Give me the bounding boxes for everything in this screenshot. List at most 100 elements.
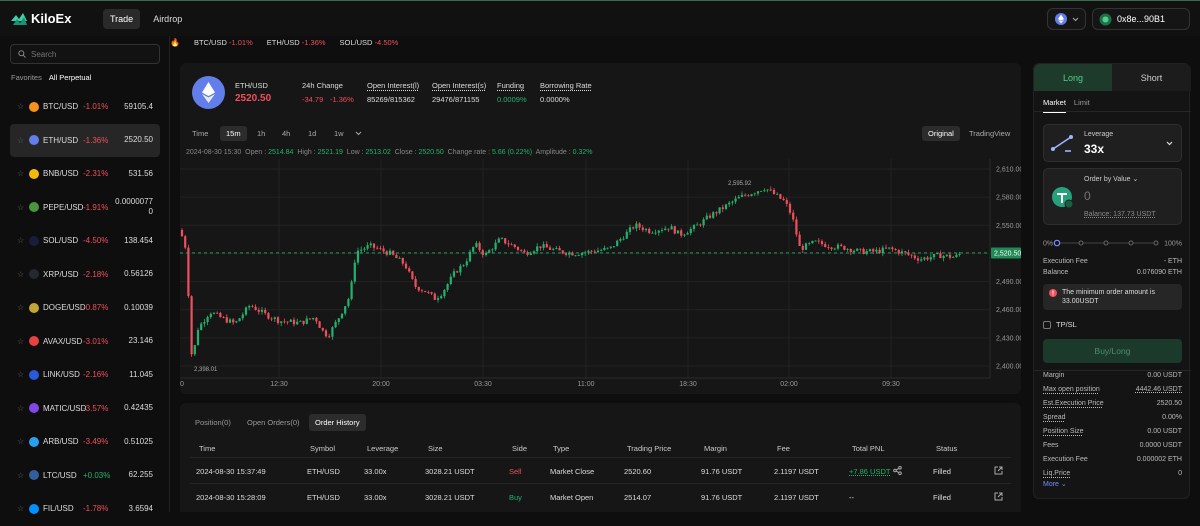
market-row[interactable]: ☆ ARB/USD -3.49% 0.51025	[10, 425, 160, 459]
star-icon[interactable]: ☆	[17, 336, 25, 346]
tab-limit[interactable]: Limit	[1073, 98, 1090, 107]
star-icon[interactable]: ☆	[17, 303, 25, 313]
candle	[926, 257, 929, 260]
wallet-button[interactable]: 0x8e...90B1	[1092, 8, 1190, 30]
star-icon[interactable]: ☆	[17, 370, 25, 380]
external-link-icon[interactable]	[994, 466, 1003, 477]
market-row[interactable]: ☆ BNB/USD -2.31% 531.56	[10, 157, 160, 191]
buy-long-button[interactable]: Buy/Long	[1043, 339, 1182, 363]
candle	[270, 318, 273, 320]
coin-icon	[29, 436, 39, 447]
candle	[584, 252, 587, 254]
tab-market[interactable]: Market	[1043, 98, 1066, 113]
candle	[856, 248, 859, 251]
last-price: 2520.50	[235, 93, 272, 104]
candle	[318, 321, 321, 328]
market-row[interactable]: ☆ XRP/USD -2.18% 0.56126	[10, 258, 160, 292]
market-pair: XRP/USD	[43, 269, 79, 279]
candle	[363, 248, 366, 250]
star-icon[interactable]: ☆	[17, 102, 25, 112]
candle	[712, 212, 715, 218]
share-icon[interactable]	[893, 466, 902, 477]
candle	[747, 195, 750, 197]
candle	[792, 212, 795, 220]
coin-icon	[29, 269, 39, 280]
candle	[254, 306, 257, 311]
candle	[436, 298, 440, 300]
market-row[interactable]: ☆ LTC/USD +0.03% 62.255	[10, 459, 160, 493]
tf-15m[interactable]: 15m	[220, 126, 247, 141]
star-icon[interactable]: ☆	[17, 202, 25, 212]
star-icon[interactable]: ☆	[17, 135, 25, 145]
candle	[347, 299, 350, 307]
market-row[interactable]: ☆ MATIC/USD -3.57% 0.42435	[10, 392, 160, 426]
chevron-down-icon[interactable]	[355, 131, 362, 136]
order-by-value-selector[interactable]: Order by Value ⌄	[1084, 176, 1139, 183]
market-row[interactable]: ☆ PEPE/USD -1.91% 0.0000077 0	[10, 191, 160, 225]
cell-pnl: +7.86 USDT	[849, 467, 891, 476]
candle	[488, 250, 491, 253]
leverage-selector[interactable]: Leverage 33x	[1043, 124, 1182, 162]
tf-1h[interactable]: 1h	[257, 129, 266, 138]
nav-tab-airdrop[interactable]: Airdrop	[153, 13, 183, 24]
search-input[interactable]	[31, 49, 151, 59]
balance-row: Balance 0.076090 ETH	[1043, 269, 1182, 276]
ticker-item[interactable]: SOL/USD -4.50%	[339, 38, 399, 47]
filter-all-perpetual[interactable]: All Perpetual	[48, 73, 92, 82]
candle	[692, 225, 696, 229]
market-row[interactable]: ☆ DOGE/USD -0.87% 0.10039	[10, 291, 160, 325]
slider-handle[interactable]	[1053, 239, 1061, 247]
candle	[606, 247, 609, 249]
candle	[420, 290, 424, 292]
view-original[interactable]: Original	[922, 126, 960, 141]
star-icon[interactable]: ☆	[17, 504, 25, 514]
market-change: -1.36%	[83, 135, 109, 145]
market-row[interactable]: ☆ AVAX/USD -3.01% 23.146	[10, 325, 160, 359]
candlestick-chart[interactable]: 2,610.002,580.002,550.002,520.002,490.00…	[180, 159, 1021, 394]
market-row[interactable]: ☆ SOL/USD -4.50% 138.454	[10, 224, 160, 258]
tpsl-checkbox[interactable]	[1043, 320, 1051, 329]
leverage-slider[interactable]: 0% 100%	[1043, 238, 1182, 248]
tab-long[interactable]: Long	[1034, 64, 1112, 91]
candle	[187, 247, 190, 297]
star-icon[interactable]: ☆	[17, 470, 25, 480]
candle	[516, 246, 520, 250]
view-tradingview[interactable]: TradingView	[969, 129, 1011, 138]
nav-tab-trade[interactable]: Trade	[103, 8, 141, 29]
ticker-item[interactable]: ETH/USD -1.36%	[266, 38, 326, 47]
star-icon[interactable]: ☆	[17, 269, 25, 279]
tab-positions[interactable]: Position(0)	[195, 418, 231, 427]
tab-open-orders[interactable]: Open Orders(0)	[247, 418, 300, 427]
brand-logo[interactable]: KiloEx	[11, 11, 103, 26]
candle	[542, 244, 545, 248]
tf-1d[interactable]: 1d	[308, 129, 317, 138]
market-row[interactable]: ☆ LINK/USD -2.16% 11.045	[10, 358, 160, 392]
tab-order-history[interactable]: Order History	[309, 414, 366, 431]
network-selector[interactable]	[1047, 8, 1086, 30]
cell-fee: 2.1197 USDT	[774, 493, 819, 502]
filter-favorites[interactable]: Favorites	[11, 73, 42, 82]
market-row[interactable]: ☆ ETH/USD -1.36% 2520.50	[10, 123, 160, 157]
more-link[interactable]: More ⌄	[1043, 481, 1067, 488]
star-icon[interactable]: ☆	[17, 437, 25, 447]
tab-short[interactable]: Short	[1112, 64, 1191, 91]
tf-4h[interactable]: 4h	[282, 129, 291, 138]
market-change: -1.78%	[83, 504, 109, 514]
star-icon[interactable]: ☆	[17, 169, 25, 179]
star-icon[interactable]: ☆	[17, 403, 25, 413]
tf-1w[interactable]: 1w	[334, 129, 344, 138]
star-icon[interactable]: ☆	[17, 236, 25, 246]
amount-input[interactable]	[1084, 189, 1174, 203]
oi-long-label: Open Interest(l)	[367, 81, 420, 90]
candle	[804, 243, 808, 250]
market-row[interactable]: ☆ FIL/USD -1.78% 3.6594	[10, 492, 160, 526]
market-change: -0.87%	[83, 303, 109, 313]
candle	[235, 321, 238, 323]
search-box[interactable]	[10, 44, 160, 64]
external-link-icon[interactable]	[994, 492, 1003, 503]
ticker-item[interactable]: BTC/USD -1.01%	[193, 38, 253, 47]
tpsl-toggle[interactable]: TP/SL	[1043, 320, 1077, 329]
candle	[916, 258, 920, 261]
market-row[interactable]: ☆ BTC/USD -1.01% 59105.4	[10, 90, 160, 124]
candle	[699, 224, 702, 226]
